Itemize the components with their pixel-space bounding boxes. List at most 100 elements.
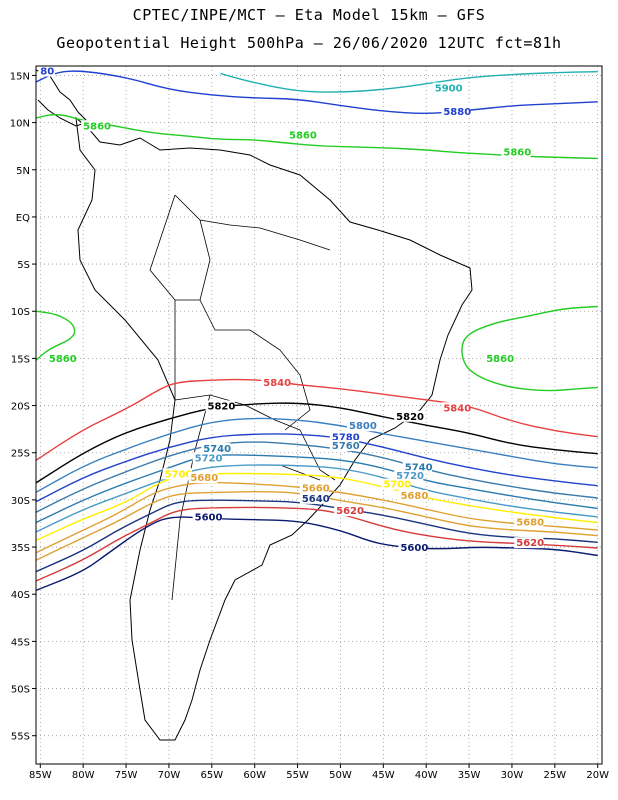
lon-tick-label: 30W bbox=[501, 770, 524, 781]
lon-tick-label: 40W bbox=[415, 770, 438, 781]
contour-label-bg bbox=[201, 442, 231, 454]
longitude-tick-labels: 85W 80W 75W 70W 65W 60W 55W 50W 45W 40W 35W 30W 25W 2… bbox=[29, 770, 609, 781]
contour-5880 bbox=[35, 70, 598, 114]
contour-label: 5600 bbox=[400, 543, 428, 554]
lat-tick-label: 15N bbox=[10, 71, 30, 82]
chart-title-line2: Geopotential Height 500hPa – 26/06/2020 … bbox=[56, 34, 562, 52]
contour-label: 5680 bbox=[400, 491, 428, 502]
lat-tick-label: 30S bbox=[11, 496, 30, 507]
contour-label-bg bbox=[81, 120, 111, 132]
lon-tick-label: 45W bbox=[372, 770, 395, 781]
contour-label-bg bbox=[501, 146, 531, 158]
lon-tick-label: 50W bbox=[329, 770, 352, 781]
contour-label-bg bbox=[205, 400, 235, 412]
contour-label-bg bbox=[432, 82, 462, 94]
contour-5860 bbox=[461, 305, 598, 392]
contour-label-bg bbox=[398, 490, 428, 502]
contour-label: 5860 bbox=[486, 354, 514, 365]
contour-label: 5700 bbox=[165, 469, 193, 480]
lon-tick-label: 75W bbox=[115, 770, 138, 781]
contour-label: 5860 bbox=[503, 148, 531, 159]
lon-tick-label: 60W bbox=[243, 770, 266, 781]
contour-5600 bbox=[35, 516, 598, 592]
contour-label: 5820 bbox=[396, 412, 424, 423]
map-grid bbox=[32, 66, 602, 768]
contour-label-bg bbox=[394, 410, 424, 422]
lon-tick-label: 55W bbox=[286, 770, 309, 781]
contour-label-bg bbox=[192, 511, 222, 523]
lat-tick-label: 20S bbox=[11, 402, 30, 413]
contour-label-bg bbox=[188, 472, 218, 484]
contour-5780 bbox=[35, 433, 598, 503]
contour-5720 bbox=[35, 464, 598, 533]
contour-label: 5720 bbox=[396, 471, 424, 482]
lat-tick-label: 5N bbox=[16, 166, 30, 177]
lat-tick-label: 15S bbox=[11, 354, 30, 365]
contour-label: 5740 bbox=[405, 463, 433, 474]
contour-label-bg bbox=[394, 470, 424, 482]
contour-label: 5600 bbox=[195, 513, 223, 524]
contour-label: 5620 bbox=[336, 506, 364, 517]
contour-label: 5800 bbox=[349, 421, 377, 432]
map-frame bbox=[35, 65, 603, 765]
contour-label: 5680 bbox=[190, 473, 218, 484]
contour-label-bg bbox=[347, 420, 377, 432]
lon-tick-label: 65W bbox=[200, 770, 223, 781]
contour-label-bg bbox=[484, 353, 514, 365]
contour-label: 5880 bbox=[443, 107, 471, 118]
lat-tick-label: 25S bbox=[11, 449, 30, 460]
contour-5640 bbox=[35, 499, 598, 573]
contour-5900 bbox=[220, 71, 598, 93]
lat-tick-label: EQ bbox=[16, 213, 30, 224]
contour-label-bg bbox=[398, 541, 428, 553]
contour-label-bg bbox=[441, 402, 471, 414]
contour-label: 5820 bbox=[208, 401, 236, 412]
contour-label-bg bbox=[514, 516, 544, 528]
contour-label-bg bbox=[329, 440, 360, 452]
contour-label: 5840 bbox=[263, 378, 291, 389]
contour-label: 5740 bbox=[203, 444, 231, 455]
contour-5620 bbox=[35, 506, 598, 582]
contour-label: 5700 bbox=[383, 480, 411, 491]
contour-label: 5720 bbox=[195, 453, 223, 464]
contour-label-bg bbox=[441, 106, 471, 118]
lon-tick-label: 20W bbox=[586, 770, 609, 781]
contour-label-bg bbox=[46, 353, 77, 365]
contour-label-bg bbox=[334, 505, 364, 517]
lat-tick-label: 45S bbox=[11, 637, 30, 648]
lon-tick-label: 35W bbox=[458, 770, 481, 781]
contour-label: 5680 bbox=[516, 517, 544, 528]
contour-label: 5780 bbox=[332, 433, 360, 444]
lon-tick-label: 25W bbox=[544, 770, 567, 781]
contour-5820 bbox=[35, 402, 598, 484]
lon-tick-label: 80W bbox=[72, 770, 95, 781]
contour-5660 bbox=[35, 490, 598, 561]
country-borders bbox=[149, 194, 336, 601]
contour-labels: 5900 5880 80 5860 5860 5860 5860 5860 5840 5840 58… bbox=[38, 65, 544, 554]
contour-5840 bbox=[35, 378, 598, 461]
latitude-tick-labels: 15N 10N 5N EQ 5S 10S 15S 20S 25S 30S 35S 40S 45S 50S 5… bbox=[10, 71, 30, 742]
contour-label: 5660 bbox=[302, 483, 330, 494]
contour-label: 5900 bbox=[435, 84, 463, 95]
lat-tick-label: 50S bbox=[11, 685, 30, 696]
contour-label-bg bbox=[38, 65, 55, 77]
chart-title-line1: CPTEC/INPE/MCT – Eta Model 15km – GFS bbox=[132, 6, 486, 24]
contour-label-bg bbox=[299, 482, 330, 494]
contour-label: 80 bbox=[40, 67, 54, 78]
contour-label: 5640 bbox=[302, 494, 330, 505]
lat-tick-label: 35S bbox=[11, 543, 30, 554]
lon-tick-label: 70W bbox=[158, 770, 181, 781]
contour-label-bg bbox=[402, 461, 432, 473]
lat-tick-label: 10N bbox=[10, 119, 30, 130]
contour-label: 5760 bbox=[332, 441, 360, 452]
contour-label-bg bbox=[329, 431, 360, 443]
lat-tick-label: 10S bbox=[11, 307, 30, 318]
contour-label-bg bbox=[381, 478, 411, 490]
contour-5800 bbox=[35, 417, 598, 493]
contour-label: 5620 bbox=[516, 538, 544, 549]
lat-tick-label: 5S bbox=[17, 260, 30, 271]
contour-label-bg bbox=[286, 129, 317, 141]
lat-tick-label: 55S bbox=[11, 732, 30, 743]
contour-5700 bbox=[35, 472, 598, 542]
